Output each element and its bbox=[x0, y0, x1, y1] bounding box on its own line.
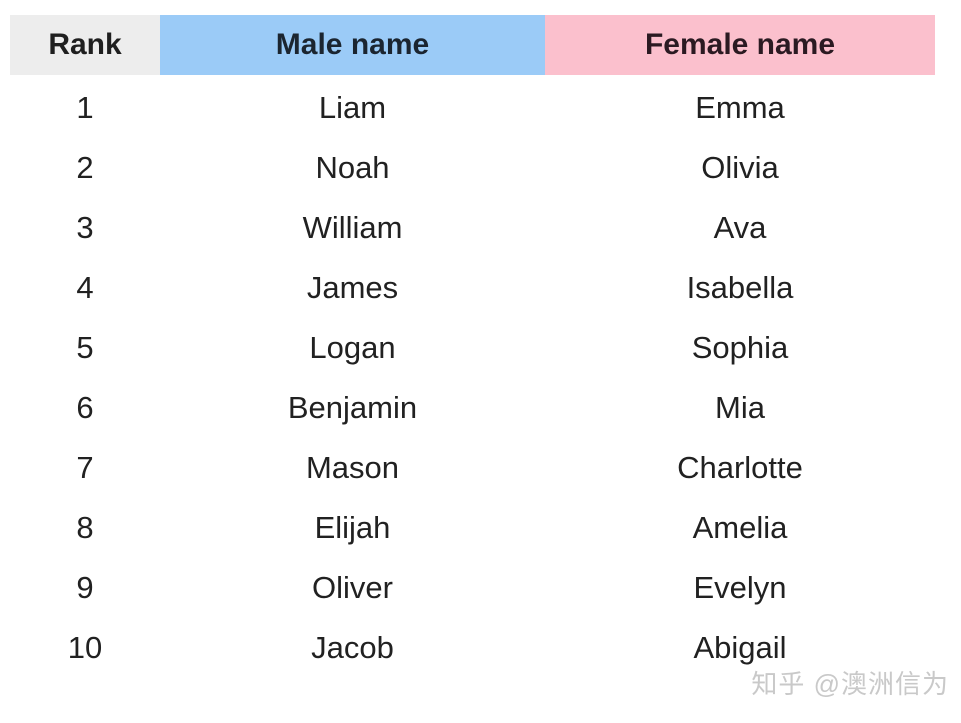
male-name-value: Noah bbox=[315, 150, 390, 185]
rank-column-header: Rank bbox=[10, 15, 160, 75]
table-row: 1 Liam Emma bbox=[10, 78, 935, 138]
rank-value: 3 bbox=[76, 210, 94, 245]
rank-value: 1 bbox=[76, 90, 94, 125]
male-name-value: Liam bbox=[318, 90, 387, 125]
male-name-value: Oliver bbox=[312, 570, 393, 605]
female-name-value: Evelyn bbox=[693, 570, 787, 605]
female-name-value: Isabella bbox=[686, 270, 794, 305]
rank-value: 4 bbox=[76, 270, 94, 305]
table-row: 3 William Ava bbox=[10, 198, 935, 258]
rank-value: 8 bbox=[76, 510, 94, 545]
male-name-value: Logan bbox=[309, 330, 396, 365]
table-body: 1 Liam Emma 2 Noah Olivia 3 William Ava … bbox=[10, 78, 935, 678]
baby-names-table: Rank Male name Female name 1 Liam Emma 2… bbox=[10, 15, 935, 678]
table-row: 7 Mason Charlotte bbox=[10, 438, 935, 498]
table-header-row: Rank Male name Female name bbox=[10, 15, 935, 75]
table-row: 9 Oliver Evelyn bbox=[10, 558, 935, 618]
rank-value: 9 bbox=[76, 570, 94, 605]
male-name-column-header: Male name bbox=[160, 15, 545, 75]
rank-value: 5 bbox=[76, 330, 94, 365]
male-name-value: William bbox=[302, 210, 403, 245]
male-name-value: James bbox=[306, 270, 399, 305]
rank-value: 10 bbox=[67, 630, 103, 665]
female-name-value: Charlotte bbox=[677, 450, 803, 485]
female-name-column-header: Female name bbox=[545, 15, 935, 75]
female-name-value: Sophia bbox=[691, 330, 789, 365]
female-name-value: Amelia bbox=[692, 510, 788, 545]
female-name-value: Mia bbox=[715, 390, 765, 425]
male-name-value: Elijah bbox=[314, 510, 391, 545]
female-name-value: Emma bbox=[695, 90, 785, 125]
table-row: 2 Noah Olivia bbox=[10, 138, 935, 198]
rank-value: 2 bbox=[76, 150, 94, 185]
female-name-value: Olivia bbox=[701, 150, 779, 185]
male-name-value: Benjamin bbox=[287, 390, 418, 425]
rank-value: 7 bbox=[76, 450, 94, 485]
table-row: 4 James Isabella bbox=[10, 258, 935, 318]
female-name-value: Abigail bbox=[693, 630, 787, 665]
male-name-value: Jacob bbox=[311, 630, 394, 665]
table-row: 5 Logan Sophia bbox=[10, 318, 935, 378]
male-name-value: Mason bbox=[305, 450, 400, 485]
table-row: 10 Jacob Abigail bbox=[10, 618, 935, 678]
zhihu-watermark: 知乎 @澳洲信为 bbox=[751, 669, 949, 699]
female-name-value: Ava bbox=[713, 210, 767, 245]
table-row: 6 Benjamin Mia bbox=[10, 378, 935, 438]
table-row: 8 Elijah Amelia bbox=[10, 498, 935, 558]
rank-value: 6 bbox=[76, 390, 94, 425]
